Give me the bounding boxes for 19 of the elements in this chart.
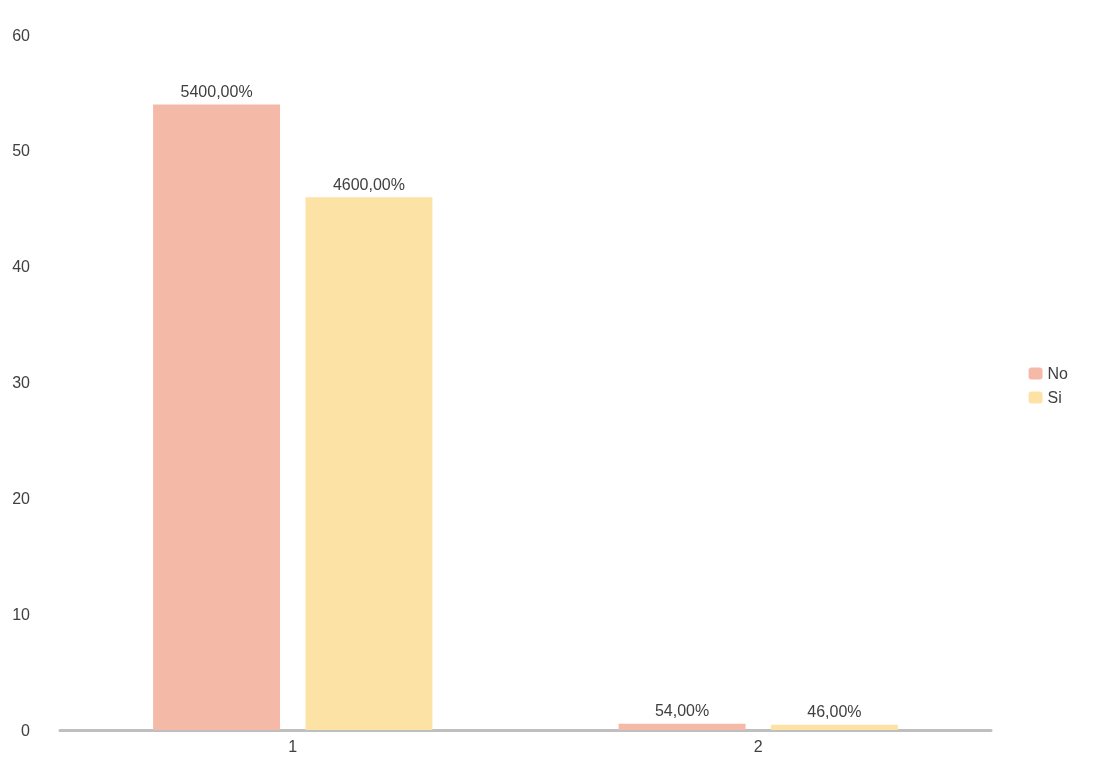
legend-label: No bbox=[1047, 365, 1069, 382]
legend-label: Si bbox=[1047, 389, 1062, 406]
bar bbox=[618, 723, 746, 730]
y-tick-label: 50 bbox=[12, 142, 31, 160]
data-label: 5400,00% bbox=[180, 83, 253, 100]
data-label: 54,00% bbox=[654, 702, 710, 720]
y-tick-label: 20 bbox=[12, 489, 31, 507]
y-tick-label: 30 bbox=[12, 374, 31, 391]
data-label: 46,00% bbox=[807, 703, 862, 721]
y-tick-label: 40 bbox=[12, 258, 31, 276]
y-tick-label: 10 bbox=[12, 605, 31, 623]
data-label: 4600,00% bbox=[332, 175, 405, 193]
bar bbox=[770, 724, 898, 730]
x-tick-label: 2 bbox=[753, 737, 763, 755]
x-tick-label: 1 bbox=[288, 737, 298, 755]
bar bbox=[305, 197, 433, 730]
y-tick-label: 0 bbox=[21, 721, 31, 739]
bar bbox=[153, 104, 281, 730]
y-tick-label: 60 bbox=[12, 26, 31, 44]
